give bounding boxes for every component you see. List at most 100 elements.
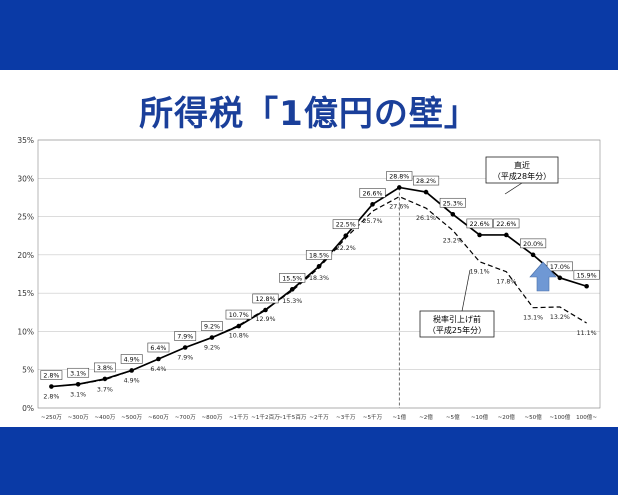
data-label-before: 13.2% — [550, 314, 570, 321]
x-tick-label: ~500万 — [121, 414, 142, 421]
data-label-current: 3.1% — [70, 370, 86, 377]
data-label-before: 3.1% — [70, 391, 86, 398]
data-labels: 2.8% 3.1% 3.8% 4.9% 6.4% 7.9% 9.2% 10.7% 12.8% 15… — [40, 171, 600, 401]
x-tick-label: ~800万 — [201, 414, 222, 421]
data-label-box — [493, 218, 520, 229]
x-tick-label: ~2千万 — [309, 413, 329, 421]
data-label-before: 27.6% — [389, 204, 409, 211]
x-tick-label: ~250万 — [41, 414, 62, 421]
data-label-before: 4.9% — [124, 377, 140, 384]
annotation-before-box — [419, 310, 495, 338]
data-label-box — [94, 362, 116, 373]
x-tick-label: ~400万 — [94, 414, 115, 421]
data-label-box — [520, 238, 547, 249]
data-label-current: 22.5% — [336, 222, 356, 229]
data-label-current: 28.8% — [389, 173, 409, 180]
data-label-box — [305, 250, 333, 260]
data-label-current: 10.7% — [229, 312, 249, 319]
data-label-box — [439, 197, 466, 208]
data-label-box — [174, 331, 197, 341]
x-tick-label: ~5億 — [446, 413, 460, 421]
data-label-before: 17.8% — [496, 279, 516, 286]
data-label-box — [252, 293, 279, 304]
data-label-before: 11.1% — [577, 330, 597, 337]
data-label-current: 28.2% — [416, 178, 436, 185]
data-label-box — [225, 309, 252, 320]
plot-frame — [37, 139, 601, 409]
bottom-banner — [0, 427, 618, 495]
data-point-current — [236, 323, 242, 329]
x-tick-label: ~600万 — [148, 414, 169, 421]
data-label-before: 15.3% — [282, 298, 302, 305]
data-label-current: 20.0% — [523, 241, 543, 248]
data-point-current — [102, 376, 108, 382]
annotation-before-text: 税率引上げ前 — [433, 314, 481, 324]
data-label-before: 18.3% — [309, 275, 329, 282]
data-label-current: 4.9% — [124, 356, 140, 363]
data-label-box — [67, 367, 90, 378]
data-label-box — [386, 171, 413, 181]
data-point-current — [370, 202, 375, 207]
data-label-before: 9.2% — [204, 345, 220, 352]
data-point-current — [396, 185, 402, 190]
line-chart: 0% 5% 10% 15% 20% 25% 30% 35% ~250万 ~300万 ~400万 ~50… — [17, 136, 601, 421]
data-point-current — [530, 252, 536, 258]
data-label-before: 26.1% — [416, 215, 436, 222]
data-label-box — [120, 354, 143, 364]
annotation-current-box — [485, 156, 559, 184]
annotations: 直近（平成28年分） 税率引上げ前（平成25年分） — [419, 156, 559, 338]
data-label-current: 12.8% — [255, 296, 275, 303]
x-tick-label: ~50億 — [524, 413, 542, 421]
y-tick-label: 30% — [17, 174, 34, 183]
y-tick-label: 10% — [17, 327, 34, 336]
data-point-current — [504, 232, 509, 238]
data-label-current: 9.2% — [204, 324, 220, 331]
x-tick-label: ~300万 — [68, 414, 89, 421]
x-tick-label: ~100億 — [549, 413, 570, 421]
x-tick-label: ~5千万 — [363, 413, 383, 421]
data-label-current: 6.4% — [150, 345, 166, 352]
x-tick-label: ~700万 — [175, 414, 196, 421]
data-label-current: 22.6% — [496, 221, 516, 228]
data-label-before: 2.8% — [43, 394, 59, 401]
data-label-current: 15.5% — [282, 275, 302, 282]
x-tick-label: ~3千万 — [336, 413, 356, 421]
x-tick-label: ~2億 — [419, 413, 433, 421]
data-label-before: 6.4% — [150, 366, 166, 373]
data-label-box — [332, 219, 359, 230]
data-label-current: 26.6% — [363, 190, 383, 197]
axes: 0% 5% 10% 15% 20% 25% 30% 35% ~250万 ~300万 ~400万 ~50… — [17, 136, 601, 421]
annotation-current-leader — [504, 182, 523, 195]
data-point-current — [477, 232, 482, 238]
data-label-box — [412, 175, 440, 186]
x-tick-label: ~1億 — [392, 413, 406, 421]
data-point-current — [75, 381, 81, 387]
data-label-box — [201, 321, 223, 331]
data-label-current: 2.8% — [43, 373, 59, 380]
data-label-current: 7.9% — [177, 334, 193, 341]
data-point-current — [584, 283, 589, 289]
y-tick-label: 5% — [22, 366, 34, 375]
data-point-current — [423, 189, 429, 195]
data-label-box — [466, 218, 493, 229]
y-tick-label: 0% — [22, 404, 34, 413]
data-point-current — [156, 356, 161, 362]
data-label-box — [573, 269, 600, 280]
series — [49, 185, 589, 389]
y-tick-label: 25% — [17, 213, 34, 222]
x-tick-label: ~1千5百万 — [278, 413, 307, 421]
data-point-current — [49, 384, 54, 389]
data-label-before: 3.7% — [97, 387, 113, 394]
y-tick-label: 20% — [17, 251, 34, 260]
data-label-current: 22.6% — [470, 221, 490, 228]
x-tick-label: ~10億 — [471, 413, 489, 421]
data-label-current: 3.8% — [97, 365, 113, 372]
annotation-current-text: （平成28年分） — [493, 171, 551, 181]
annotation-before-text: （平成25年分） — [428, 325, 486, 335]
y-tick-label: 35% — [17, 136, 34, 145]
data-point-current — [557, 275, 563, 281]
x-tick-label: ~1千万 — [229, 413, 249, 421]
x-tick-label: 100億~ — [576, 413, 597, 421]
y-tick-label: 15% — [17, 289, 34, 298]
data-point-current — [263, 307, 268, 313]
